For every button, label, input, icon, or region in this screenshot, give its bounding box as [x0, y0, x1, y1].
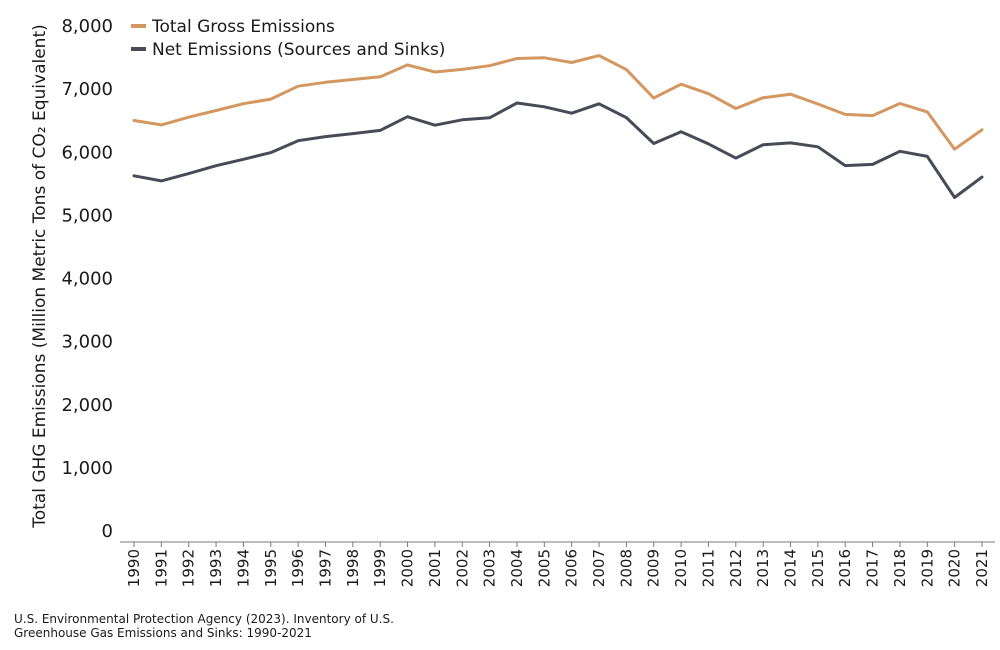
y-tick-label: 7,000 [61, 79, 113, 100]
x-tick-label: 1992 [180, 549, 198, 587]
x-axis-ticks: 1990 1991 1992 1993 1994 1995 1996 1997 1998 1999… [125, 542, 991, 587]
x-tick-label: 2002 [453, 549, 471, 587]
series-line-net-emissions [132, 101, 984, 199]
x-tick-label: 2012 [727, 549, 745, 587]
source-note-line-2: Greenhouse Gas Emissions and Sinks: 1990… [14, 626, 312, 640]
x-tick-label: 2005 [535, 549, 553, 587]
legend-label: Net Emissions (Sources and Sinks) [152, 40, 445, 60]
y-tick-label: 8,000 [61, 16, 113, 37]
x-tick-label: 2013 [754, 549, 772, 587]
x-tick-label: 2017 [864, 549, 882, 587]
y-tick-label: 5,000 [61, 205, 113, 226]
x-tick-label: 2021 [973, 549, 991, 587]
x-tick-label: 2014 [782, 549, 800, 587]
x-tick-label: 2010 [672, 549, 690, 587]
y-axis-title: Total GHG Emissions (Million Metric Tons… [30, 24, 50, 529]
x-tick-label: 2006 [563, 549, 581, 587]
series-line-total-gross-emissions [132, 54, 984, 151]
x-tick-label: 1997 [316, 549, 334, 587]
x-tick-label: 2001 [426, 549, 444, 587]
y-tick-label: 2,000 [61, 395, 113, 416]
x-tick-label: 2018 [891, 549, 909, 587]
x-tick-label: 1993 [207, 549, 225, 587]
y-tick-label: 1,000 [61, 458, 113, 479]
emissions-line-chart: Total GHG Emissions (Million Metric Tons… [30, 16, 995, 587]
source-note-line-1: U.S. Environmental Protection Agency (20… [14, 612, 394, 626]
y-axis-title-group: Total GHG Emissions (Million Metric Tons… [30, 24, 50, 529]
x-tick-label: 1991 [152, 549, 170, 587]
x-tick-label: 2016 [836, 549, 854, 587]
x-tick-label: 1999 [371, 549, 389, 587]
series-lines [132, 54, 984, 199]
y-tick-label: 3,000 [61, 332, 113, 353]
x-tick-label: 2000 [399, 549, 417, 587]
y-axis-ticks: 0 1,000 2,000 3,000 4,000 5,000 6,000 7,000 8,00… [61, 16, 113, 542]
x-tick-label: 2009 [645, 549, 663, 587]
x-tick-label: 2004 [508, 549, 526, 587]
y-tick-label: 6,000 [61, 142, 113, 163]
legend-label: Total Gross Emissions [151, 17, 335, 37]
x-tick-label: 2019 [918, 549, 936, 587]
x-tick-label: 1998 [344, 549, 362, 587]
x-tick-label: 1990 [125, 549, 143, 587]
x-tick-label: 2008 [617, 549, 635, 587]
x-tick-label: 1994 [234, 549, 252, 587]
x-tick-label: 1995 [262, 549, 280, 587]
x-tick-label: 2015 [809, 549, 827, 587]
x-tick-label: 2003 [481, 549, 499, 587]
x-tick-label: 1996 [289, 549, 307, 587]
source-note: U.S. Environmental Protection Agency (20… [14, 612, 534, 640]
y-tick-label: 0 [102, 521, 113, 542]
x-tick-label: 2011 [699, 549, 717, 587]
legend: Total Gross Emissions Net Emissions (Sour… [131, 17, 445, 60]
x-tick-label: 2007 [590, 549, 608, 587]
y-tick-label: 4,000 [61, 269, 113, 290]
x-tick-label: 2020 [946, 549, 964, 587]
